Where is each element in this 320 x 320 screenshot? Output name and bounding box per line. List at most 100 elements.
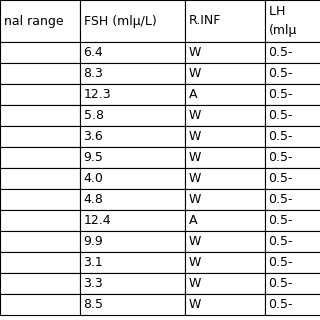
Text: W: W	[189, 277, 201, 290]
Bar	[185, 210, 265, 231]
Text: 3.3: 3.3	[84, 277, 103, 290]
Bar	[265, 231, 320, 252]
Text: 0.5-: 0.5-	[268, 256, 293, 269]
Text: 0.5-: 0.5-	[268, 193, 293, 206]
Bar	[0, 168, 80, 189]
Text: 8.3: 8.3	[84, 67, 103, 80]
Bar	[185, 147, 265, 168]
Bar	[80, 231, 185, 252]
Bar	[80, 42, 185, 63]
Bar	[0, 231, 80, 252]
Bar	[265, 189, 320, 210]
Text: 4.0: 4.0	[84, 172, 103, 185]
Bar	[185, 168, 265, 189]
Bar	[0, 210, 80, 231]
Text: W: W	[189, 235, 201, 248]
Text: 0.5-: 0.5-	[268, 235, 293, 248]
Bar	[185, 273, 265, 294]
Text: 12.3: 12.3	[84, 88, 111, 101]
Bar	[0, 126, 80, 147]
Bar	[80, 63, 185, 84]
Bar	[80, 294, 185, 315]
Bar	[185, 294, 265, 315]
Text: W: W	[189, 256, 201, 269]
Text: W: W	[189, 46, 201, 59]
Text: W: W	[189, 67, 201, 80]
Bar	[0, 147, 80, 168]
Text: W: W	[189, 298, 201, 311]
Text: W: W	[189, 109, 201, 122]
Bar	[0, 42, 80, 63]
Text: W: W	[189, 193, 201, 206]
Bar	[265, 294, 320, 315]
Text: 6.4: 6.4	[84, 46, 103, 59]
Bar	[185, 231, 265, 252]
Text: W: W	[189, 151, 201, 164]
Text: 5.8: 5.8	[84, 109, 104, 122]
Bar	[265, 210, 320, 231]
Text: 0.5-: 0.5-	[268, 151, 293, 164]
Text: FSH (mlμ/L): FSH (mlμ/L)	[84, 14, 156, 28]
Text: A: A	[189, 88, 197, 101]
Bar	[185, 189, 265, 210]
Bar	[80, 147, 185, 168]
Bar	[80, 273, 185, 294]
Bar	[185, 42, 265, 63]
Bar	[0, 189, 80, 210]
Bar	[265, 84, 320, 105]
Bar	[80, 252, 185, 273]
Bar	[80, 210, 185, 231]
Text: (mlμ: (mlμ	[268, 24, 297, 37]
Bar	[80, 105, 185, 126]
Bar	[265, 105, 320, 126]
Text: A: A	[189, 214, 197, 227]
Bar	[265, 273, 320, 294]
Bar	[185, 252, 265, 273]
Bar	[265, 0, 320, 42]
Text: 4.8: 4.8	[84, 193, 103, 206]
Text: 12.4: 12.4	[84, 214, 111, 227]
Text: 0.5-: 0.5-	[268, 67, 293, 80]
Text: 0.5-: 0.5-	[268, 298, 293, 311]
Bar	[265, 63, 320, 84]
Text: W: W	[189, 130, 201, 143]
Bar	[0, 294, 80, 315]
Bar	[80, 126, 185, 147]
Bar	[0, 252, 80, 273]
Bar	[0, 105, 80, 126]
Bar	[185, 105, 265, 126]
Bar	[265, 126, 320, 147]
Bar	[265, 168, 320, 189]
Bar	[185, 84, 265, 105]
Text: nal range: nal range	[4, 14, 64, 28]
Bar	[0, 63, 80, 84]
Text: 0.5-: 0.5-	[268, 109, 293, 122]
Text: 3.1: 3.1	[84, 256, 103, 269]
Text: 0.5-: 0.5-	[268, 130, 293, 143]
Bar	[265, 252, 320, 273]
Bar	[80, 0, 185, 42]
Bar	[265, 147, 320, 168]
Bar	[0, 84, 80, 105]
Text: R.INF: R.INF	[189, 14, 221, 28]
Text: 0.5-: 0.5-	[268, 214, 293, 227]
Bar	[185, 63, 265, 84]
Bar	[80, 84, 185, 105]
Text: 0.5-: 0.5-	[268, 88, 293, 101]
Bar	[0, 273, 80, 294]
Text: 0.5-: 0.5-	[268, 46, 293, 59]
Bar	[80, 189, 185, 210]
Text: 0.5-: 0.5-	[268, 172, 293, 185]
Bar	[185, 0, 265, 42]
Bar	[265, 42, 320, 63]
Text: 9.5: 9.5	[84, 151, 103, 164]
Text: 0.5-: 0.5-	[268, 277, 293, 290]
Bar	[80, 168, 185, 189]
Text: 3.6: 3.6	[84, 130, 103, 143]
Text: 8.5: 8.5	[84, 298, 104, 311]
Text: W: W	[189, 172, 201, 185]
Bar	[0, 0, 80, 42]
Text: 9.9: 9.9	[84, 235, 103, 248]
Bar	[185, 126, 265, 147]
Text: LH: LH	[268, 5, 289, 18]
